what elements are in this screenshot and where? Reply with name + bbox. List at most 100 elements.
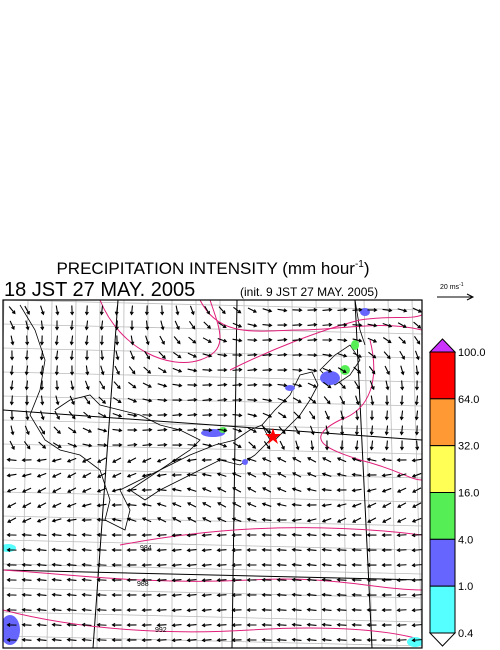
wind-arrow: [67, 442, 78, 448]
wind-arrow: [40, 305, 45, 316]
wind-arrow: [51, 472, 62, 478]
map-area: 984 988 992: [2, 299, 423, 649]
wind-arrow: [171, 548, 182, 553]
wind-arrow: [338, 381, 346, 390]
wind-arrow: [217, 382, 228, 387]
wind-arrow: [261, 577, 272, 582]
wind-arrow: [25, 320, 30, 331]
wind-arrow: [295, 440, 300, 451]
wind-arrow: [291, 518, 302, 523]
wind-arrow: [385, 395, 390, 406]
wind-arrow: [126, 517, 137, 522]
colorbar-label: 4.0: [458, 534, 473, 546]
wind-arrow: [96, 592, 107, 597]
vector-legend-head: [466, 293, 475, 301]
wind-arrow: [247, 323, 258, 328]
wind-arrow: [97, 457, 107, 463]
wind-arrow: [186, 578, 197, 583]
wind-arrow: [352, 323, 363, 328]
wind-arrow: [171, 638, 182, 643]
wind-arrow: [171, 458, 182, 463]
wind-arrow: [336, 607, 347, 612]
wind-arrow: [231, 472, 242, 478]
wind-arrow: [36, 472, 47, 478]
wind-arrow: [21, 562, 32, 567]
wind-arrow: [53, 426, 61, 435]
isobar: [119, 527, 422, 546]
wind-arrow: [232, 413, 243, 418]
wind-arrow: [306, 607, 317, 612]
isobar-label: 988: [137, 581, 149, 588]
wind-arrow: [157, 412, 168, 417]
wind-arrow: [369, 380, 375, 391]
wind-arrow: [292, 352, 303, 357]
wind-arrow: [201, 548, 212, 553]
wind-arrow: [40, 395, 45, 406]
grid-line: [3, 587, 422, 599]
wind-arrow: [202, 428, 213, 433]
wind-arrow: [115, 335, 120, 346]
wind-arrow: [339, 440, 344, 451]
wind-arrow: [321, 503, 332, 508]
map-inner: 984 988 992: [3, 300, 422, 648]
wind-arrow: [21, 577, 32, 582]
wind-arrow: [142, 413, 153, 418]
grid-line: [3, 515, 422, 527]
wind-arrow: [142, 442, 153, 447]
wind-arrow: [96, 503, 107, 508]
wind-arrow: [366, 577, 377, 582]
wind-arrow: [9, 395, 14, 406]
wind-arrow: [355, 395, 360, 406]
wind-arrow: [114, 305, 119, 316]
wind-arrow: [36, 577, 47, 582]
wind-arrow: [111, 592, 122, 597]
wind-arrow: [126, 533, 137, 538]
wind-arrow: [142, 427, 153, 432]
wind-arrow: [189, 305, 195, 316]
wind-arrow: [111, 637, 122, 642]
wind-arrow: [337, 353, 348, 358]
wind-arrow: [127, 397, 138, 403]
wind-arrow: [174, 320, 180, 331]
init-time: (init. 9 JST 27 MAY. 2005): [240, 285, 378, 299]
coastline: [19, 300, 366, 531]
wind-arrow: [336, 488, 347, 493]
wind-arrow: [369, 440, 374, 451]
wind-arrow: [126, 488, 137, 493]
wind-arrow: [354, 425, 359, 436]
wind-arrow: [111, 547, 122, 552]
wind-arrow: [337, 338, 348, 343]
wind-arrow: [186, 608, 197, 613]
precip: [320, 371, 340, 385]
wind-arrow: [52, 487, 62, 493]
wind-arrow: [291, 607, 302, 612]
wind-arrow: [247, 413, 258, 418]
wind-arrow: [277, 308, 288, 313]
wind-arrow: [292, 397, 302, 403]
wind-arrow: [351, 502, 362, 508]
wind-arrow: [156, 457, 167, 463]
grid-line: [3, 563, 422, 575]
precip-cells: [3, 308, 422, 647]
wind-arrow: [262, 412, 273, 418]
wind-arrow: [127, 457, 137, 463]
colorbar-segment: [429, 445, 456, 493]
wind-arrow: [306, 518, 317, 523]
wind-arrow: [411, 458, 422, 463]
wind-arrow: [81, 592, 92, 597]
wind-arrow: [126, 563, 137, 568]
coast-hokkaido: [319, 344, 361, 386]
wind-arrow: [201, 487, 212, 493]
wind-arrow: [24, 425, 30, 436]
wind-arrow: [321, 637, 332, 642]
wind-arrow: [141, 457, 152, 463]
wind-arrow: [68, 426, 77, 434]
wind-arrow: [114, 365, 120, 375]
wind-arrow: [97, 428, 108, 433]
precip: [351, 340, 359, 350]
wind-arrow: [322, 457, 332, 463]
wind-arrow: [246, 547, 257, 553]
wind-arrow: [261, 607, 272, 612]
wind-arrow: [126, 578, 137, 583]
wind-arrow: [351, 532, 362, 537]
